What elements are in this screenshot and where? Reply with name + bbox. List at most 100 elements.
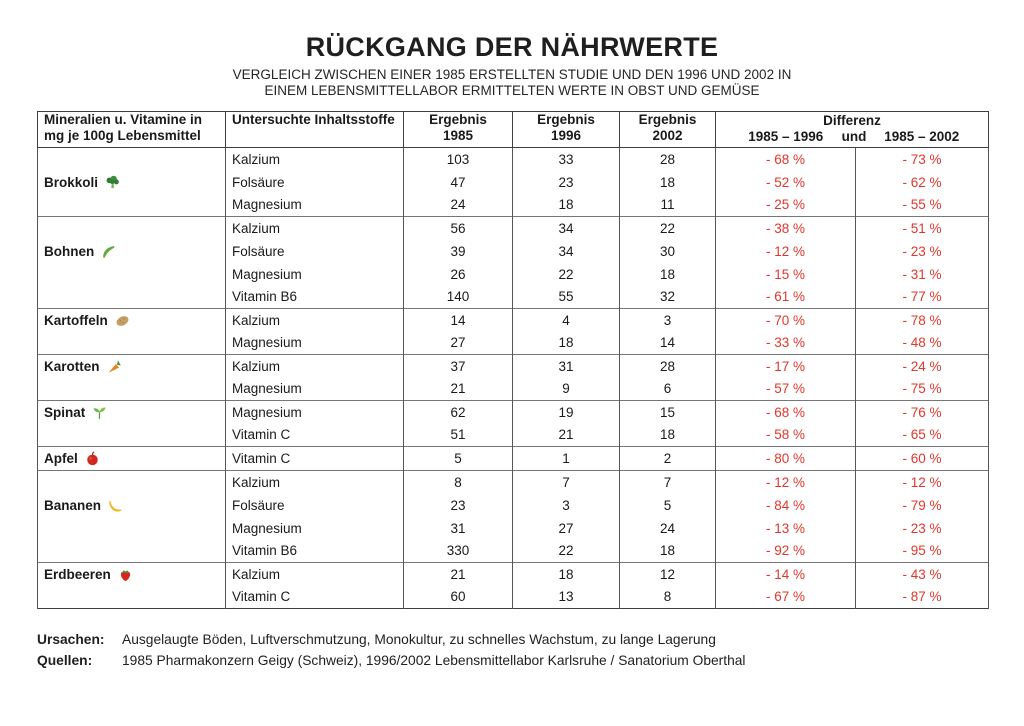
value-2002: 30: [619, 239, 716, 263]
diff-1985-2002-value: - 12 %: [855, 470, 989, 494]
diff-1985-2002-value: - 78 %: [855, 308, 989, 332]
header-nutrient-label: Untersuchte Inhaltsstoffe: [232, 112, 395, 128]
food-name: Erdbeeren: [44, 567, 111, 582]
diff-1985-2002-value: - 60 %: [855, 446, 989, 471]
header-nutrient-column: Untersuchte Inhaltsstoffe: [225, 111, 404, 148]
header-result-1996-line1: Ergebnis: [537, 112, 595, 128]
diff-1985-2002-value: - 23 %: [855, 516, 989, 540]
subtitle-line-1: VERGLEICH ZWISCHEN EINER 1985 ERSTELLTEN…: [232, 67, 792, 82]
table-row: Magnesium 27 18 14- 33 % - 48 %: [38, 331, 989, 355]
diff-1985-1996-value: - 15 %: [715, 262, 856, 286]
table-row: Folsäure 39 34 30- 12 % - 23 %: [38, 239, 989, 263]
value-1985: 140: [403, 285, 513, 309]
header-food-line2: mg je 100g Lebensmittel: [44, 128, 201, 143]
value-1985: 23: [403, 493, 513, 517]
table-row: Vitamin C 51 21 18- 58 % - 65 %: [38, 423, 989, 447]
value-1996: 18: [512, 193, 620, 217]
food-cell-erdbeeren: Erdbeeren: [37, 562, 226, 609]
nutrient-name: Magnesium: [225, 377, 404, 401]
diff-1985-2002-value: - 62 %: [855, 170, 989, 194]
value-1996: 19: [512, 400, 620, 424]
table-row: Folsäure 23 3 5- 84 % - 79 %: [38, 493, 989, 517]
food-label: Brokkoli: [44, 171, 219, 194]
value-2002: 2: [619, 446, 716, 471]
value-1985: 62: [403, 400, 513, 424]
value-2002: 24: [619, 516, 716, 540]
food-label: Bananen: [44, 494, 219, 517]
nutrient-name: Kalzium: [225, 216, 404, 240]
header-diff-und: und: [841, 129, 867, 144]
food-name: Bananen: [44, 498, 102, 513]
value-2002: 6: [619, 377, 716, 401]
value-2002: 18: [619, 423, 716, 447]
value-1996: 33: [512, 147, 620, 171]
value-1996: 3: [512, 493, 620, 517]
diff-1985-2002-value: - 55 %: [855, 193, 989, 217]
value-1985: 8: [403, 470, 513, 494]
value-1996: 21: [512, 423, 620, 447]
nutrient-name: Kalzium: [225, 147, 404, 171]
value-1996: 55: [512, 285, 620, 309]
value-1996: 22: [512, 539, 620, 563]
nutrient-name: Vitamin B6: [225, 285, 404, 309]
diff-1985-2002-value: - 65 %: [855, 423, 989, 447]
page-subtitle: VERGLEICH ZWISCHEN EINER 1985 ERSTELLTEN…: [0, 67, 1024, 98]
value-1996: 23: [512, 170, 620, 194]
food-cell-spinat: Spinat: [37, 400, 226, 447]
subtitle-line-2: EINEM LEBENSMITTELLABOR ERMITTELTEN WERT…: [264, 82, 760, 98]
food-name: Karotten: [44, 359, 100, 374]
food-name: Brokkoli: [44, 175, 99, 190]
nutrient-name: Magnesium: [225, 193, 404, 217]
value-2002: 3: [619, 308, 716, 332]
food-cell-bohnen: Bohnen: [37, 216, 226, 309]
value-1985: 31: [403, 516, 513, 540]
diff-1985-1996-value: - 38 %: [715, 216, 856, 240]
value-1996: 27: [512, 516, 620, 540]
diff-1985-1996-value: - 84 %: [715, 493, 856, 517]
food-cell-apfel: Apfel: [37, 446, 226, 471]
value-2002: 11: [619, 193, 716, 217]
quellen-label: Quellen:: [37, 653, 93, 668]
value-2002: 22: [619, 216, 716, 240]
diff-1985-1996-value: - 25 %: [715, 193, 856, 217]
diff-1985-1996-value: - 70 %: [715, 308, 856, 332]
footer-notes: Ursachen: Ausgelaugte Böden, Luftverschm…: [37, 629, 1024, 671]
value-1985: 14: [403, 308, 513, 332]
value-1985: 27: [403, 331, 513, 355]
diff-1985-1996-value: - 17 %: [715, 354, 856, 378]
nutrient-name: Kalzium: [225, 470, 404, 494]
value-2002: 18: [619, 539, 716, 563]
value-1985: 47: [403, 170, 513, 194]
table-body: Brokkoli Kalzium 103 33 28- 68 % - 73 % Folsäu…: [37, 147, 989, 609]
diff-1985-1996-value: - 61 %: [715, 285, 856, 309]
broccoli-icon: [105, 175, 120, 190]
diff-1985-2002-value: - 73 %: [855, 147, 989, 171]
food-name: Spinat: [44, 405, 86, 420]
table-row: Vitamin B6 140 55 32- 61 % - 77 %: [38, 285, 989, 309]
header-differenz-title: Differenz: [823, 113, 881, 128]
food-label: Apfel: [44, 448, 219, 471]
diff-1985-2002-value: - 79 %: [855, 493, 989, 517]
ursachen-label: Ursachen:: [37, 632, 105, 647]
value-1985: 39: [403, 239, 513, 263]
diff-1985-2002-value: - 75 %: [855, 377, 989, 401]
value-1996: 4: [512, 308, 620, 332]
page-title: RÜCKGANG DER NÄHRWERTE: [305, 32, 719, 62]
value-1985: 103: [403, 147, 513, 171]
banana-icon: [108, 498, 123, 513]
table-row: Spinat Magnesium 62 19 15- 68 % - 76 %: [37, 400, 989, 447]
value-1996: 31: [512, 354, 620, 378]
value-1996: 34: [512, 216, 620, 240]
diff-1985-1996-value: - 58 %: [715, 423, 856, 447]
value-2002: 32: [619, 285, 716, 309]
value-1996: 18: [512, 331, 620, 355]
table-row: Magnesium 31 27 24- 13 % - 23 %: [38, 516, 989, 540]
diff-1985-1996-value: - 67 %: [715, 585, 856, 609]
nutrient-name: Magnesium: [225, 331, 404, 355]
value-1985: 330: [403, 539, 513, 563]
value-2002: 14: [619, 331, 716, 355]
food-cell-kartoffeln: Kartoffeln: [37, 308, 226, 355]
header-result-1985-line1: Ergebnis: [429, 112, 487, 128]
value-1985: 26: [403, 262, 513, 286]
